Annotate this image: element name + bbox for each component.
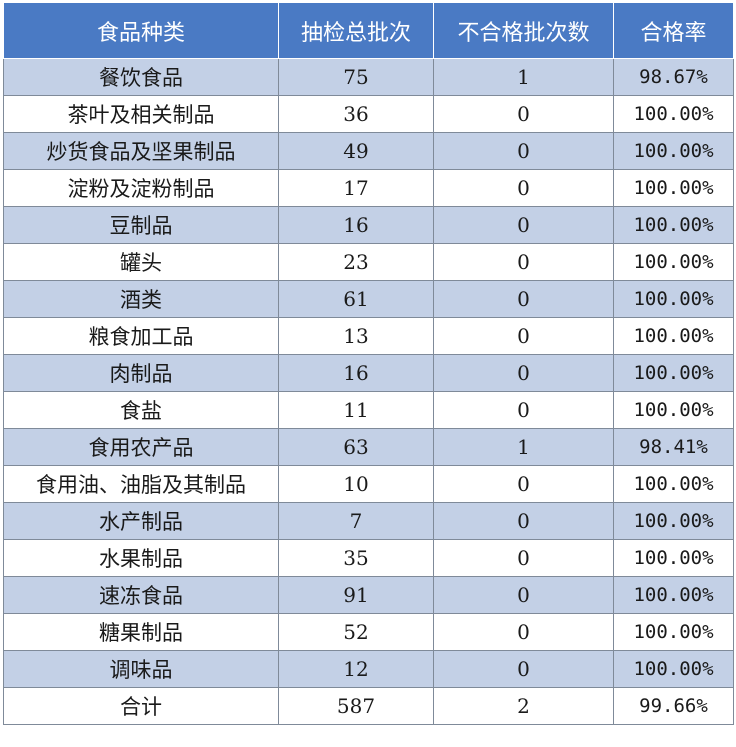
cell-failed-batches: 0 xyxy=(433,354,614,392)
table-row: 食盐 11 0 100.00% xyxy=(3,391,734,429)
cell-total-batches: 75 xyxy=(278,58,434,96)
header-failed-batches: 不合格批次数 xyxy=(433,2,614,59)
table-row: 粮食加工品 13 0 100.00% xyxy=(3,317,734,355)
cell-food-category: 粮食加工品 xyxy=(3,317,279,355)
table-header: 食品种类 抽检总批次 不合格批次数 合格率 xyxy=(3,2,734,59)
cell-failed-batches: 0 xyxy=(433,317,614,355)
table-row: 罐头 23 0 100.00% xyxy=(3,243,734,281)
table-row: 茶叶及相关制品 36 0 100.00% xyxy=(3,95,734,133)
cell-pass-rate: 100.00% xyxy=(613,502,734,540)
cell-total-batches: 13 xyxy=(278,317,434,355)
inspection-results-table: 食品种类 抽检总批次 不合格批次数 合格率 餐饮食品 75 1 98.67% 茶叶及相关… xyxy=(3,2,734,725)
cell-total-batches: 35 xyxy=(278,539,434,577)
cell-food-category: 罐头 xyxy=(3,243,279,281)
header-total-batches: 抽检总批次 xyxy=(278,2,434,59)
cell-pass-rate: 100.00% xyxy=(613,391,734,429)
cell-pass-rate: 100.00% xyxy=(613,465,734,503)
cell-pass-rate: 100.00% xyxy=(613,280,734,318)
cell-total-batches: 61 xyxy=(278,280,434,318)
cell-pass-rate: 100.00% xyxy=(613,243,734,281)
cell-pass-rate: 100.00% xyxy=(613,169,734,207)
cell-total-batches: 63 xyxy=(278,428,434,466)
cell-failed-batches: 0 xyxy=(433,280,614,318)
cell-food-category: 水产制品 xyxy=(3,502,279,540)
cell-food-category: 糖果制品 xyxy=(3,613,279,651)
cell-food-category: 速冻食品 xyxy=(3,576,279,614)
table-row: 糖果制品 52 0 100.00% xyxy=(3,613,734,651)
cell-food-category: 淀粉及淀粉制品 xyxy=(3,169,279,207)
cell-total-batches: 12 xyxy=(278,650,434,688)
cell-failed-batches: 0 xyxy=(433,650,614,688)
cell-food-category: 酒类 xyxy=(3,280,279,318)
cell-total-batches: 49 xyxy=(278,132,434,170)
cell-pass-rate: 100.00% xyxy=(613,576,734,614)
cell-total-batches: 91 xyxy=(278,576,434,614)
cell-pass-rate: 100.00% xyxy=(613,317,734,355)
cell-total-batches: 7 xyxy=(278,502,434,540)
cell-pass-rate: 100.00% xyxy=(613,95,734,133)
cell-failed-batches: 2 xyxy=(433,687,614,725)
cell-failed-batches: 0 xyxy=(433,465,614,503)
cell-food-category: 食用油、油脂及其制品 xyxy=(3,465,279,503)
cell-pass-rate: 100.00% xyxy=(613,206,734,244)
cell-food-category: 食用农产品 xyxy=(3,428,279,466)
cell-failed-batches: 1 xyxy=(433,428,614,466)
table-row: 炒货食品及坚果制品 49 0 100.00% xyxy=(3,132,734,170)
table-row: 餐饮食品 75 1 98.67% xyxy=(3,58,734,96)
cell-food-category: 炒货食品及坚果制品 xyxy=(3,132,279,170)
cell-pass-rate: 100.00% xyxy=(613,132,734,170)
header-pass-rate: 合格率 xyxy=(613,2,734,59)
cell-failed-batches: 0 xyxy=(433,95,614,133)
cell-failed-batches: 0 xyxy=(433,243,614,281)
cell-food-category: 合计 xyxy=(3,687,279,725)
table-row: 速冻食品 91 0 100.00% xyxy=(3,576,734,614)
table-row: 水产制品 7 0 100.00% xyxy=(3,502,734,540)
cell-pass-rate: 98.41% xyxy=(613,428,734,466)
cell-pass-rate: 100.00% xyxy=(613,613,734,651)
cell-food-category: 豆制品 xyxy=(3,206,279,244)
table-row: 肉制品 16 0 100.00% xyxy=(3,354,734,392)
cell-food-category: 食盐 xyxy=(3,391,279,429)
cell-total-batches: 52 xyxy=(278,613,434,651)
cell-food-category: 茶叶及相关制品 xyxy=(3,95,279,133)
cell-failed-batches: 0 xyxy=(433,391,614,429)
cell-total-batches: 11 xyxy=(278,391,434,429)
cell-failed-batches: 0 xyxy=(433,132,614,170)
cell-total-batches: 16 xyxy=(278,354,434,392)
cell-failed-batches: 0 xyxy=(433,206,614,244)
cell-total-batches: 36 xyxy=(278,95,434,133)
cell-pass-rate: 99.66% xyxy=(613,687,734,725)
cell-failed-batches: 0 xyxy=(433,502,614,540)
table-row: 调味品 12 0 100.00% xyxy=(3,650,734,688)
table-body: 餐饮食品 75 1 98.67% 茶叶及相关制品 36 0 100.00% 炒货食品及坚果制品 4… xyxy=(3,58,734,725)
cell-total-batches: 587 xyxy=(278,687,434,725)
cell-pass-rate: 100.00% xyxy=(613,354,734,392)
cell-pass-rate: 100.00% xyxy=(613,539,734,577)
cell-failed-batches: 0 xyxy=(433,539,614,577)
cell-pass-rate: 100.00% xyxy=(613,650,734,688)
table-row: 淀粉及淀粉制品 17 0 100.00% xyxy=(3,169,734,207)
table-row: 食用油、油脂及其制品 10 0 100.00% xyxy=(3,465,734,503)
cell-failed-batches: 0 xyxy=(433,576,614,614)
header-food-category: 食品种类 xyxy=(3,2,279,59)
cell-food-category: 餐饮食品 xyxy=(3,58,279,96)
cell-failed-batches: 0 xyxy=(433,613,614,651)
cell-pass-rate: 98.67% xyxy=(613,58,734,96)
cell-food-category: 调味品 xyxy=(3,650,279,688)
cell-failed-batches: 0 xyxy=(433,169,614,207)
cell-food-category: 水果制品 xyxy=(3,539,279,577)
table-row: 食用农产品 63 1 98.41% xyxy=(3,428,734,466)
header-row: 食品种类 抽检总批次 不合格批次数 合格率 xyxy=(3,2,734,59)
cell-total-batches: 23 xyxy=(278,243,434,281)
total-row: 合计 587 2 99.66% xyxy=(3,687,734,725)
cell-food-category: 肉制品 xyxy=(3,354,279,392)
table-row: 水果制品 35 0 100.00% xyxy=(3,539,734,577)
cell-total-batches: 10 xyxy=(278,465,434,503)
cell-failed-batches: 1 xyxy=(433,58,614,96)
cell-total-batches: 17 xyxy=(278,169,434,207)
table-row: 酒类 61 0 100.00% xyxy=(3,280,734,318)
table-row: 豆制品 16 0 100.00% xyxy=(3,206,734,244)
cell-total-batches: 16 xyxy=(278,206,434,244)
